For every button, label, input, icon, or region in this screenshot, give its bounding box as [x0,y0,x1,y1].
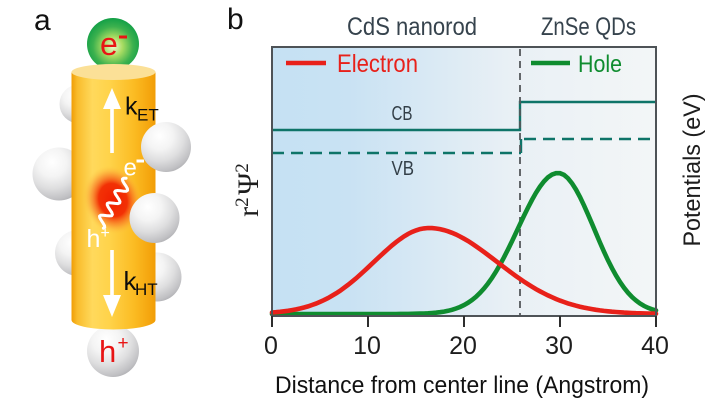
svg-text:k: k [124,266,138,296]
svg-text:VB: VB [392,158,415,180]
svg-text:+: + [118,333,129,354]
svg-text:e: e [100,26,118,62]
svg-text:40: 40 [641,332,669,360]
svg-text:h: h [99,334,116,369]
svg-text:Hole: Hole [578,51,622,78]
svg-text:30: 30 [545,332,573,360]
svg-text:Electron: Electron [337,50,418,78]
svg-text:Distance from center line (Ang: Distance from center line (Angstrom) [275,372,649,399]
svg-text:CdS nanorod: CdS nanorod [347,13,477,41]
svg-text:10: 10 [353,332,381,360]
svg-text:0: 0 [264,332,278,360]
svg-text:h: h [87,225,101,253]
svg-text:e: e [124,155,137,182]
svg-text:a: a [34,4,51,37]
svg-text:HT: HT [135,280,158,299]
svg-text:ZnSe QDs: ZnSe QDs [541,13,636,41]
svg-text:r2 Ψ2: r2 Ψ2 [232,163,265,217]
svg-text:ET: ET [137,106,159,125]
svg-text:b: b [227,3,244,36]
svg-text:CB: CB [392,103,413,125]
svg-text:20: 20 [449,332,477,360]
svg-text:+: + [101,225,110,242]
svg-text:Potentials (eV): Potentials (eV) [679,94,706,247]
svg-text:k: k [125,93,138,121]
